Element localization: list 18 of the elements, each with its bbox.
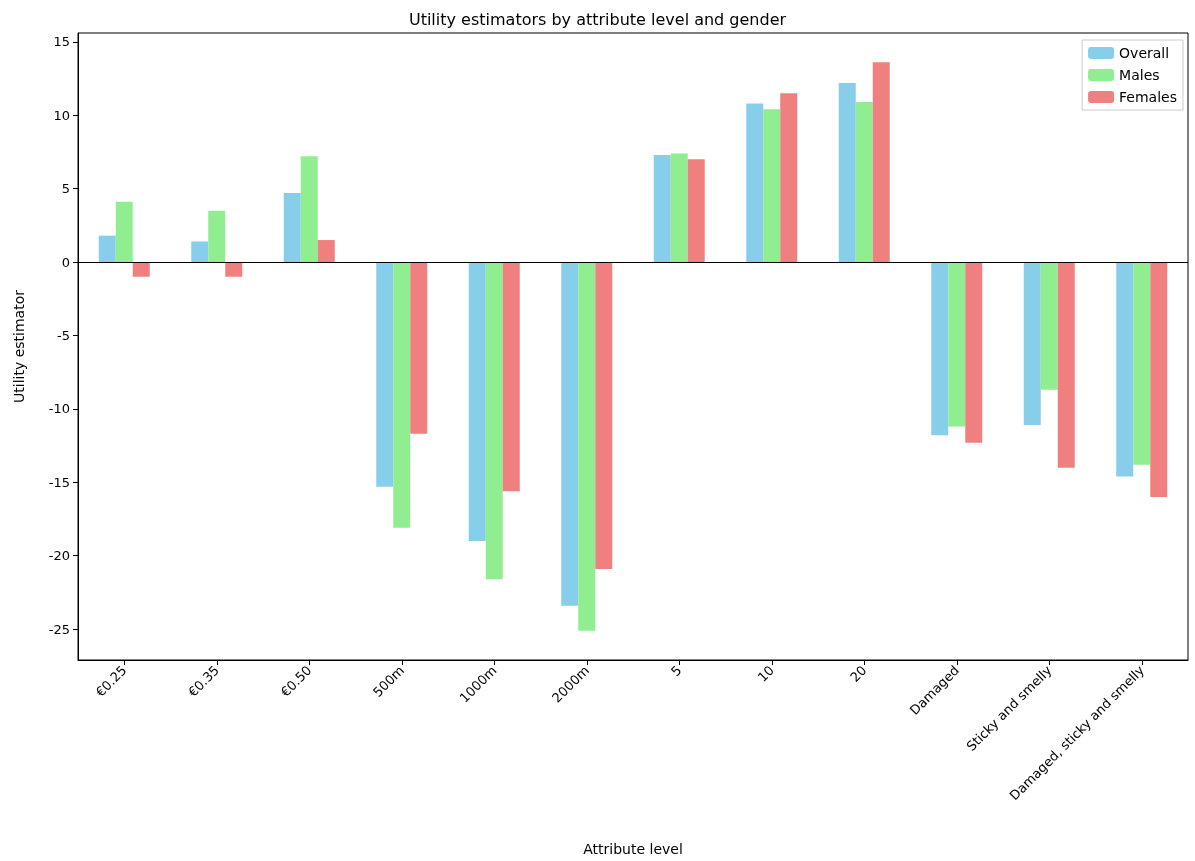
x-tick-label: 10 [754, 662, 778, 685]
y-tick-label: 5 [61, 181, 70, 197]
y-tick-label: -20 [48, 548, 70, 564]
y-tick-label: -5 [57, 327, 70, 343]
y-tick-label: -25 [48, 621, 70, 637]
y-tick-label: -15 [48, 474, 70, 490]
y-tick-label: -10 [48, 401, 70, 417]
y-tick-label: 10 [53, 107, 70, 123]
x-tick-label: 20 [847, 662, 870, 685]
legend-label: Overall [1119, 45, 1170, 61]
x-axis-title: Attribute level [583, 841, 683, 857]
legend-label: Males [1119, 67, 1160, 83]
y-tick-label: 0 [61, 254, 70, 270]
x-tick-label: 5 [668, 662, 685, 680]
chart-title: Utility estimators by attribute level and gender [408, 9, 787, 29]
y-tick-label: 15 [53, 34, 70, 50]
legend-label: Females [1119, 89, 1178, 105]
y-axis-title: Utility estimator [11, 289, 27, 403]
